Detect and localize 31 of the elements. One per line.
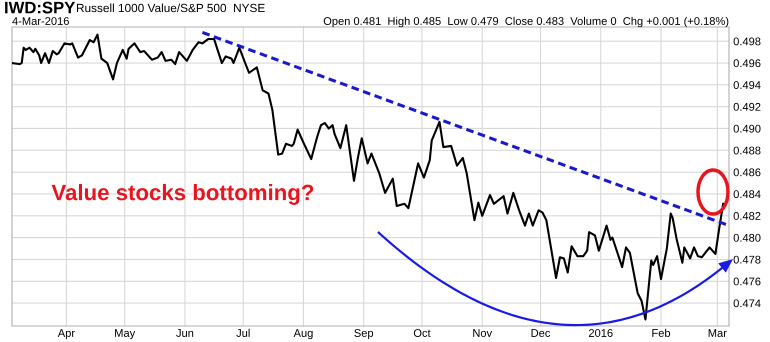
y-tick-label: 0.486 bbox=[734, 168, 760, 176]
y-tick-label: 0.474 bbox=[734, 299, 761, 308]
annotation: Open 0.481 High 0.485 Low 0.479 Close 0.483 Volume 0 Chg +0.001 (+0.18%) bbox=[324, 16, 728, 28]
y-tick-label: 0.492 bbox=[734, 102, 760, 111]
y-tick-label: 0.494 bbox=[734, 81, 761, 89]
y-tick-label: 0.482 bbox=[734, 212, 760, 220]
y-tick-label: 0.490 bbox=[734, 124, 761, 133]
y-tick-label: 0.478 bbox=[734, 256, 760, 264]
y-tick-label: 0.496 bbox=[734, 59, 760, 68]
x-tick-label: Jun bbox=[176, 329, 194, 337]
y-tick-label: 0.476 bbox=[734, 278, 760, 286]
annotation: Value stocks bottoming? bbox=[52, 184, 314, 205]
x-tick-label: Mar bbox=[708, 329, 727, 337]
chart-subtitle: Russell 1000 Value/S&P 500 NYSE bbox=[76, 4, 265, 12]
x-tick-label: May bbox=[115, 329, 136, 340]
x-tick-label: 2016 bbox=[588, 329, 613, 337]
y-tick-label: 0.484 bbox=[734, 190, 761, 198]
text: 4-Mar-2016 bbox=[12, 17, 69, 25]
y-tick-label: 0.488 bbox=[734, 146, 760, 154]
x-tick-label: Jul bbox=[236, 328, 250, 337]
x-tick-label: Oct bbox=[414, 329, 431, 337]
x-tick-label: Sep bbox=[354, 329, 374, 340]
x-tick-label: Nov bbox=[473, 329, 492, 337]
x-tick-label: Aug bbox=[294, 329, 313, 340]
x-tick-label: Feb bbox=[652, 328, 670, 337]
line-series bbox=[12, 34, 724, 320]
x-tick-label: Apr bbox=[58, 329, 75, 340]
chart-title: IWD:SPY bbox=[5, 2, 76, 14]
x-tick-label: Dec bbox=[532, 329, 550, 337]
y-tick-label: 0.498 bbox=[734, 37, 760, 46]
y-tick-label: 0.480 bbox=[734, 234, 761, 242]
